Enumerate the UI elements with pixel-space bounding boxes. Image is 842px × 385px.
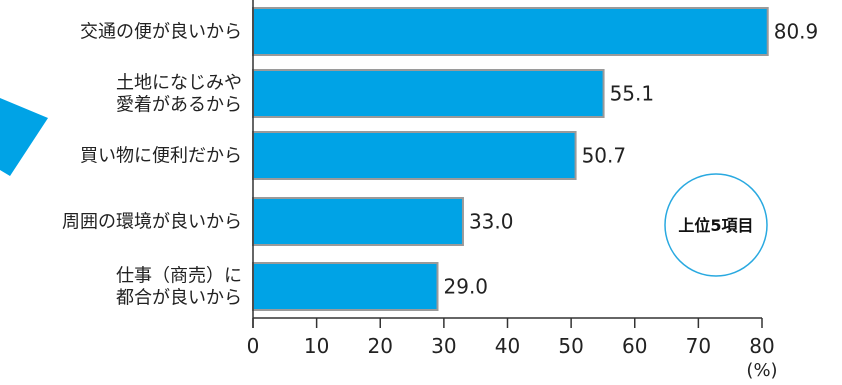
x-tick-label-80: 80 — [749, 334, 774, 358]
category-label-3-line-1: 買い物に便利だから — [80, 146, 242, 167]
x-tick-label-30: 30 — [431, 334, 456, 358]
bar-3 — [252, 131, 577, 180]
bar-4 — [252, 197, 464, 246]
category-label-1-line-1: 交通の便が良いから — [80, 22, 242, 43]
category-label-4-line-1: 周囲の環境が良いから — [62, 212, 242, 233]
category-label-3: 買い物に便利だから — [80, 146, 242, 167]
accent-triangle-decoration — [0, 98, 48, 176]
category-label-5: 仕事（商売）に都合が良いから — [116, 266, 242, 309]
badge-circle — [664, 173, 768, 277]
category-labels: 交通の便が良いから土地になじみや愛着があるから買い物に便利だから周囲の環境が良い… — [62, 22, 242, 309]
value-label-4: 33.0 — [469, 210, 514, 234]
value-label-1: 80.9 — [774, 20, 819, 44]
x-tick-label-10: 10 — [304, 334, 329, 358]
value-label-2: 55.1 — [610, 82, 655, 106]
value-label-5: 29.0 — [444, 275, 489, 299]
x-tick-label-40: 40 — [495, 334, 520, 358]
category-label-1: 交通の便が良いから — [80, 22, 242, 43]
x-tick-label-50: 50 — [558, 334, 583, 358]
x-tick-label-70: 70 — [686, 334, 711, 358]
x-tick-label-20: 20 — [368, 334, 393, 358]
bar-2 — [252, 69, 605, 118]
x-axis: 0 10 20 30 40 50 60 70 80(%) — [247, 0, 778, 381]
category-label-2-line-1: 土地になじみや — [116, 73, 242, 94]
category-label-5-line-2: 都合が良いから — [116, 288, 242, 309]
bar-5 — [252, 262, 439, 311]
x-axis-unit: (%) — [746, 360, 777, 381]
bar-1 — [252, 7, 769, 56]
badge-text: 上位5項目 — [678, 216, 753, 235]
value-label-3: 50.7 — [582, 144, 627, 168]
category-label-2-line-2: 愛着があるから — [116, 95, 242, 116]
top-five-badge: 上位5項目 — [664, 173, 768, 277]
x-tick-label-60: 60 — [622, 334, 647, 358]
category-label-2: 土地になじみや愛着があるから — [116, 73, 242, 116]
x-tick-label-0: 0 — [247, 334, 260, 358]
bars: 80.9 55.1 50.7 33.0 29.0 — [252, 7, 819, 311]
category-label-5-line-1: 仕事（商売）に — [116, 266, 242, 287]
category-label-4: 周囲の環境が良いから — [62, 212, 242, 233]
